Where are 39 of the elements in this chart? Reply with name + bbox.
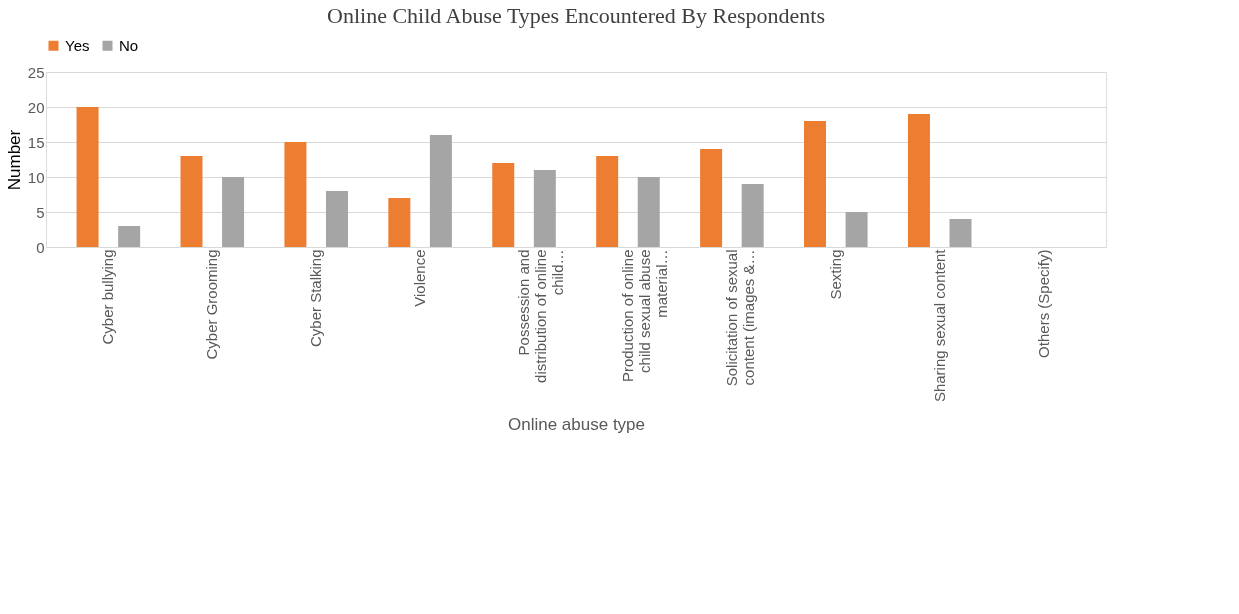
- bar: [325, 191, 348, 247]
- bar: [492, 163, 515, 247]
- bar: [222, 177, 245, 247]
- bar: [700, 149, 723, 247]
- y-tick-label: 5: [36, 203, 45, 221]
- x-tick-label: Solicitation of sexual content (images &…: [722, 249, 757, 387]
- legend-label: No: [119, 36, 139, 54]
- bar: [429, 135, 452, 247]
- bar: [76, 107, 99, 247]
- y-tick-label: 25: [27, 63, 45, 81]
- x-tick-label: Violence: [411, 249, 429, 307]
- bar: [804, 121, 827, 247]
- x-axis-title: Online abuse type: [507, 415, 646, 435]
- x-tick-label: Cyber bullying: [99, 249, 117, 345]
- bar: [284, 142, 307, 247]
- y-tick-label: 15: [27, 133, 45, 151]
- bar: [118, 226, 141, 247]
- x-tick-label: Others (Specify): [1034, 249, 1052, 358]
- bar: [907, 114, 930, 247]
- x-tick-label: Sharing sexual content: [930, 248, 948, 403]
- x-tick-label: Sexting: [826, 249, 844, 300]
- bar: [949, 219, 972, 247]
- bar: [388, 198, 411, 247]
- x-tick-label: Production of online child sexual abuse material…: [618, 249, 670, 383]
- legend-label: Yes: [65, 36, 90, 54]
- bar: [845, 212, 868, 247]
- y-tick-label: 20: [27, 98, 45, 116]
- bar: [180, 156, 203, 247]
- y-axis-title: Number: [4, 129, 24, 191]
- y-tick-label: 0: [36, 238, 45, 256]
- bar: [741, 184, 764, 247]
- bar: [596, 156, 619, 247]
- bar: [533, 170, 556, 247]
- chart-title: Online Child Abuse Types Encountered By Respondents: [327, 3, 825, 28]
- y-tick-label: 10: [27, 168, 45, 186]
- x-tick-label: Cyber Stalking: [307, 249, 325, 348]
- x-tick-label: Cyber Grooming: [203, 249, 221, 360]
- bar: [637, 177, 660, 247]
- x-tick-label: Possession and distribution of online child…: [515, 249, 567, 383]
